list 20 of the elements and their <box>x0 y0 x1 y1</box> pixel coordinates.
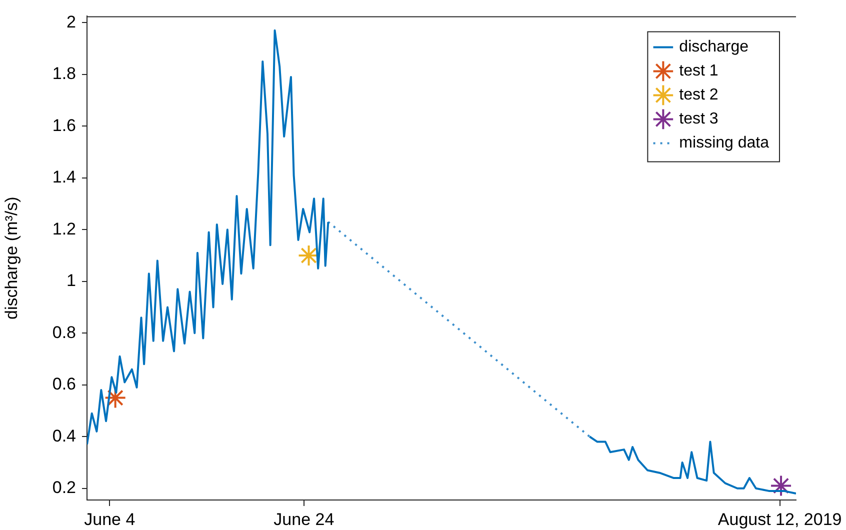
legend-label: test 2 <box>679 86 718 104</box>
legend-label: test 3 <box>679 110 718 128</box>
legend-label: test 1 <box>679 62 718 80</box>
y-tick-label: 1.2 <box>52 219 76 238</box>
point <box>770 474 792 497</box>
y-tick-label: 2 <box>66 12 76 32</box>
y-tick-label: 0.4 <box>52 426 76 446</box>
legend-label: discharge <box>679 38 749 56</box>
y-tick-label: 1.6 <box>52 116 76 135</box>
y-tick-label: 1.4 <box>52 168 76 187</box>
x-tick-label: June 4 <box>84 510 136 529</box>
y-tick-label: 1 <box>66 271 76 290</box>
y-tick-label: 0.6 <box>52 374 76 394</box>
y-tick-label: 1.8 <box>52 64 76 84</box>
y-tick-label: 0.2 <box>52 478 76 498</box>
y-axis-title: discharge (m³/s) <box>2 196 21 320</box>
legend-label: missing data <box>679 134 770 152</box>
y-tick-label: 0.8 <box>52 322 76 342</box>
x-tick-label: August 12, 2019 <box>718 510 842 529</box>
x-tick-label: June 24 <box>274 510 334 529</box>
